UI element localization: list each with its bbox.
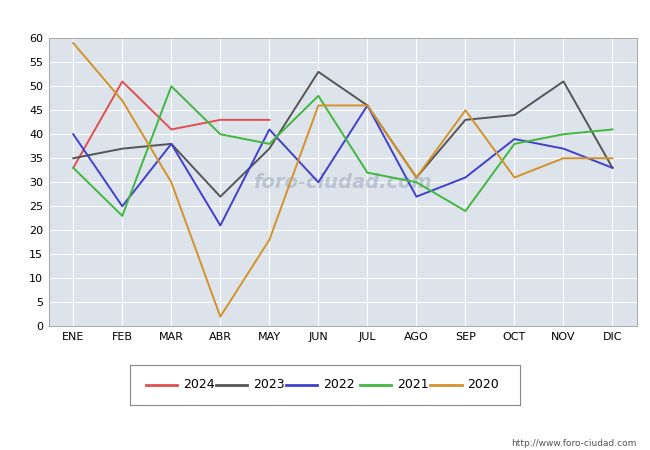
Text: 2020: 2020 — [467, 378, 499, 391]
Text: 2024: 2024 — [183, 378, 214, 391]
Text: http://www.foro-ciudad.com: http://www.foro-ciudad.com — [512, 439, 637, 448]
Text: Matriculaciones de Vehiculos en Lliçà d'Amunt: Matriculaciones de Vehiculos en Lliçà d'… — [116, 7, 534, 26]
Text: 2021: 2021 — [397, 378, 429, 391]
Text: foro-ciudad.com: foro-ciudad.com — [254, 173, 432, 192]
Text: 2023: 2023 — [253, 378, 285, 391]
Text: 2022: 2022 — [323, 378, 355, 391]
